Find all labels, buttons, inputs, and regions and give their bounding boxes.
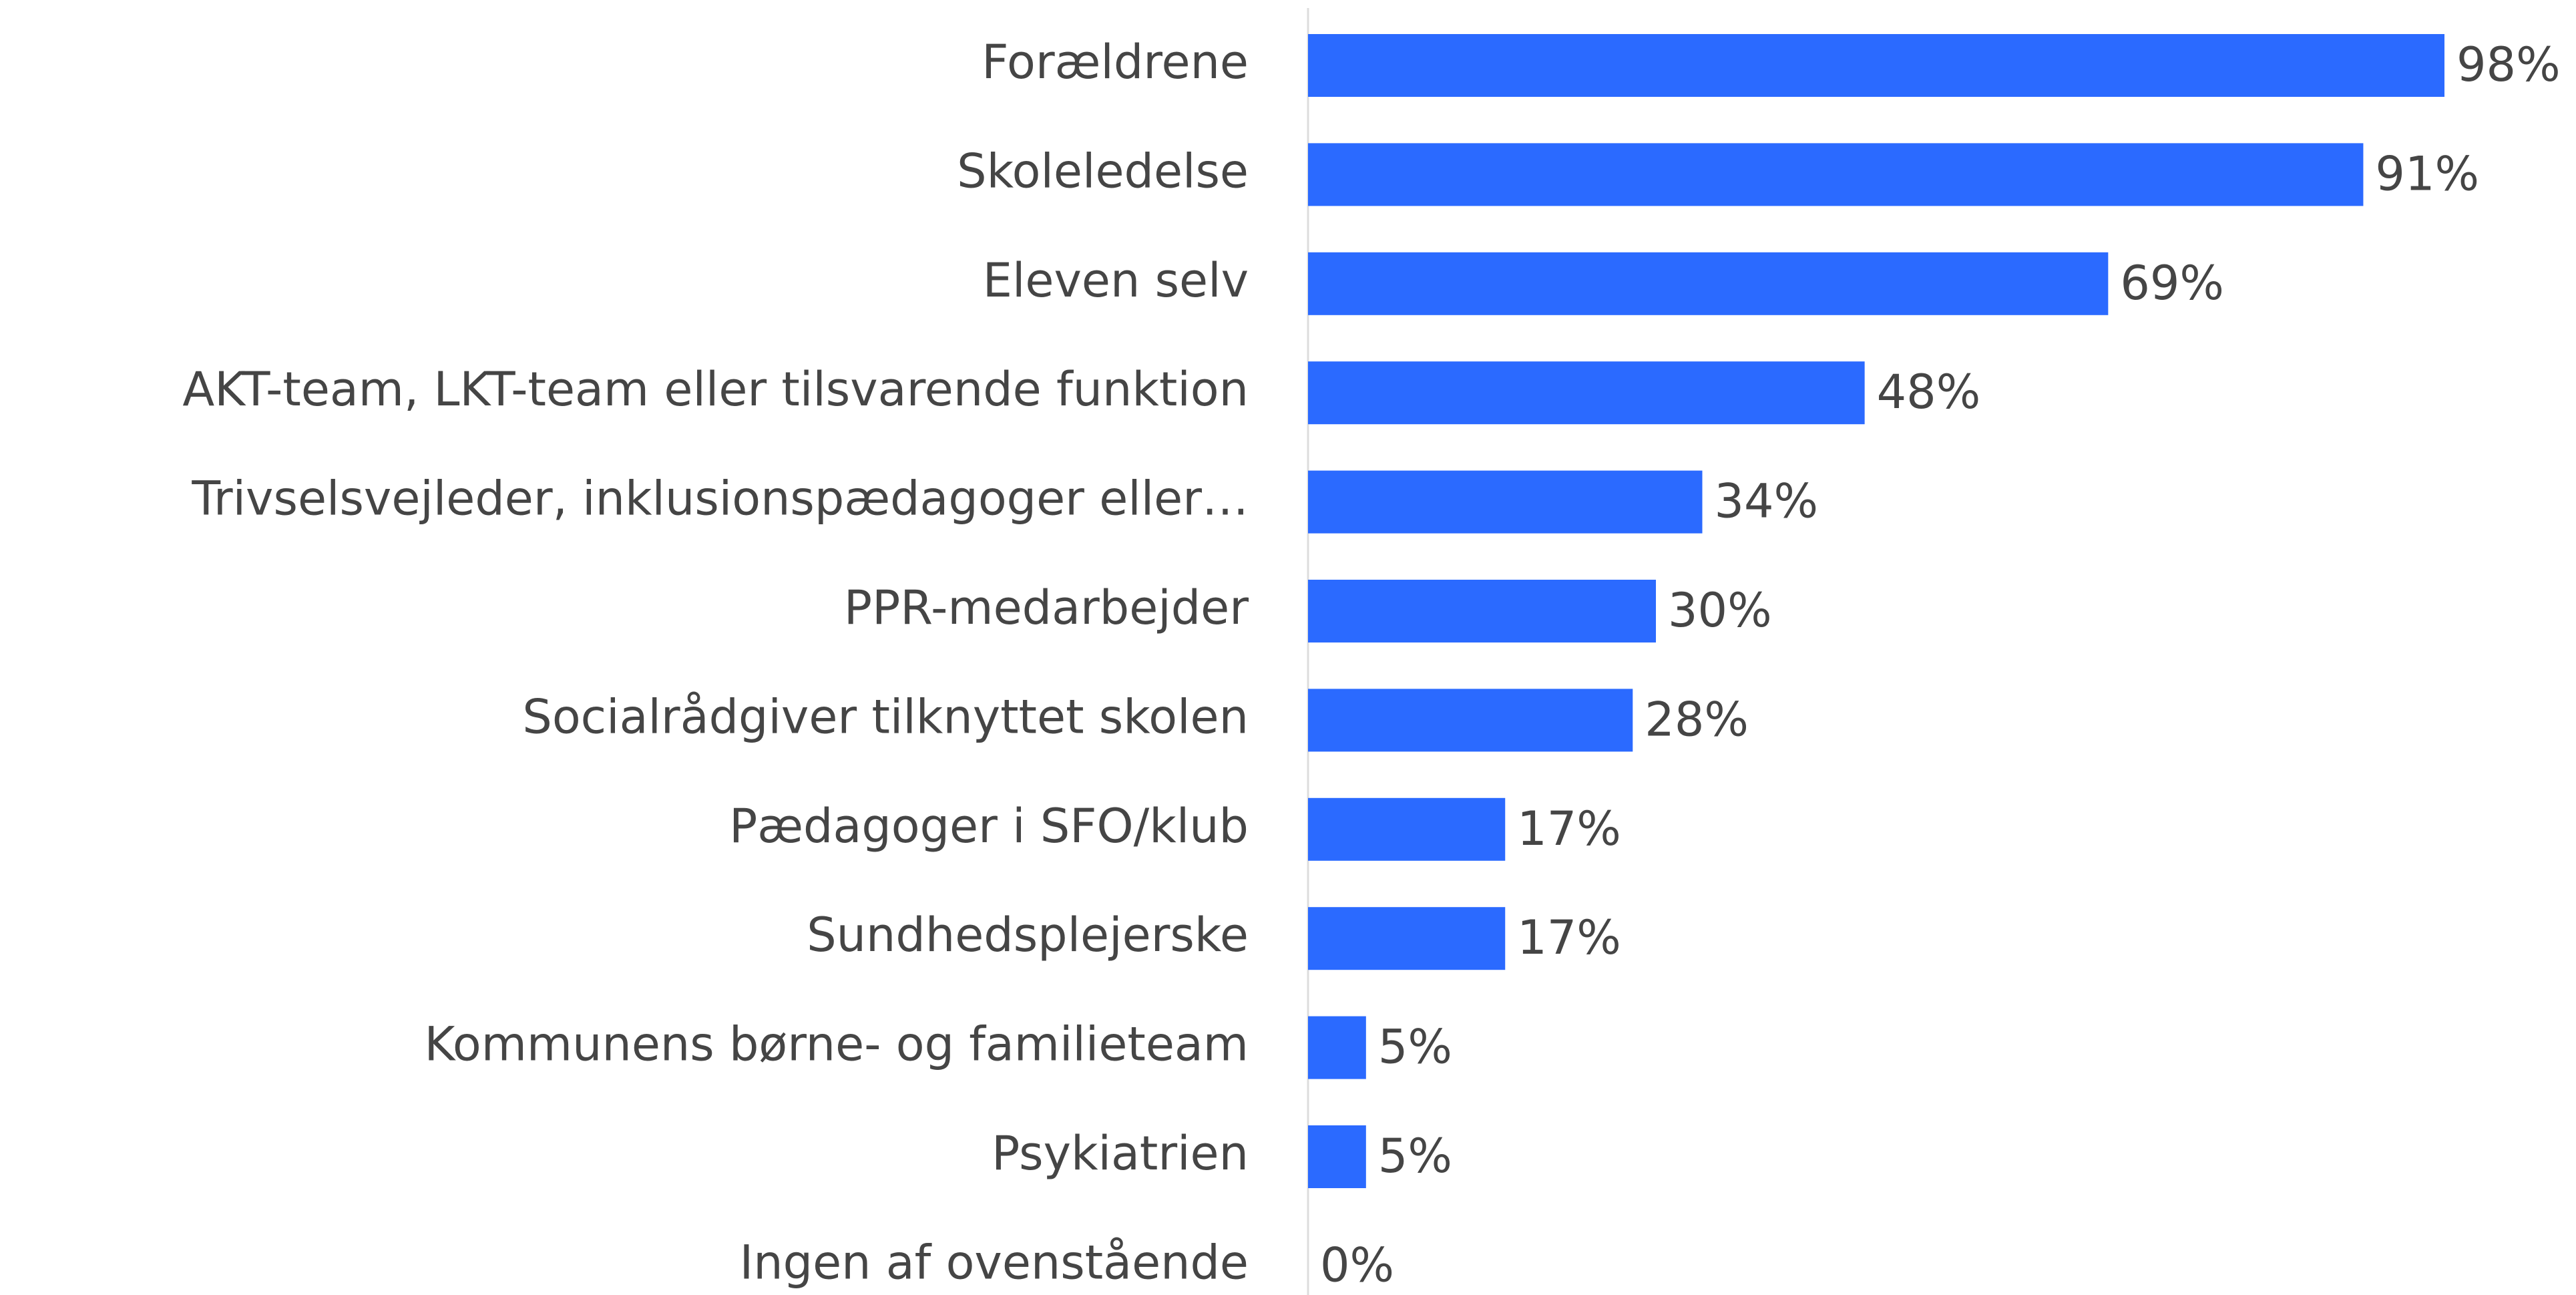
value-label: 48%	[1877, 365, 1981, 419]
value-label: 98%	[2456, 37, 2561, 92]
bar	[1308, 470, 1703, 534]
value-label: 30%	[1668, 583, 1772, 638]
bar	[1308, 1016, 1366, 1079]
bar	[1308, 361, 1865, 425]
bar	[1308, 580, 1657, 642]
bar	[1308, 689, 1633, 752]
category-label: Skoleledelse	[957, 144, 1249, 198]
bar	[1308, 797, 1506, 861]
bar	[1308, 907, 1506, 970]
category-label: Psykiatrien	[992, 1126, 1249, 1181]
value-label: 69%	[2120, 256, 2224, 311]
value-label: 0%	[1320, 1238, 1394, 1292]
value-label: 17%	[1517, 801, 1621, 856]
value-label: 5%	[1378, 1129, 1452, 1183]
bar	[1308, 1125, 1366, 1188]
value-label: 91%	[2375, 146, 2479, 201]
value-label: 28%	[1645, 692, 1749, 747]
value-label: 17%	[1517, 910, 1621, 965]
category-label: Pædagoger i SFO/klub	[729, 799, 1249, 854]
category-label: Sundhedsplejerske	[807, 908, 1249, 962]
category-label: PPR-medarbejder	[844, 580, 1249, 635]
bar	[1308, 143, 2364, 206]
category-label: Kommunens børne- og familieteam	[424, 1017, 1249, 1072]
category-label: Eleven selv	[983, 253, 1249, 308]
value-label: 5%	[1378, 1020, 1452, 1075]
value-label: 34%	[1714, 474, 1818, 529]
category-label: Trivselsvejleder, inklusionspædagoger el…	[191, 472, 1249, 526]
category-label: AKT-team, LKT-team eller tilsvarende fun…	[182, 362, 1249, 417]
bar	[1308, 252, 2109, 315]
bar	[1308, 34, 2444, 97]
category-label: Socialrådgiver tilknyttet skolen	[522, 689, 1249, 744]
category-label: Ingen af ovenstående	[740, 1235, 1249, 1290]
category-label: Forældrene	[982, 35, 1249, 89]
